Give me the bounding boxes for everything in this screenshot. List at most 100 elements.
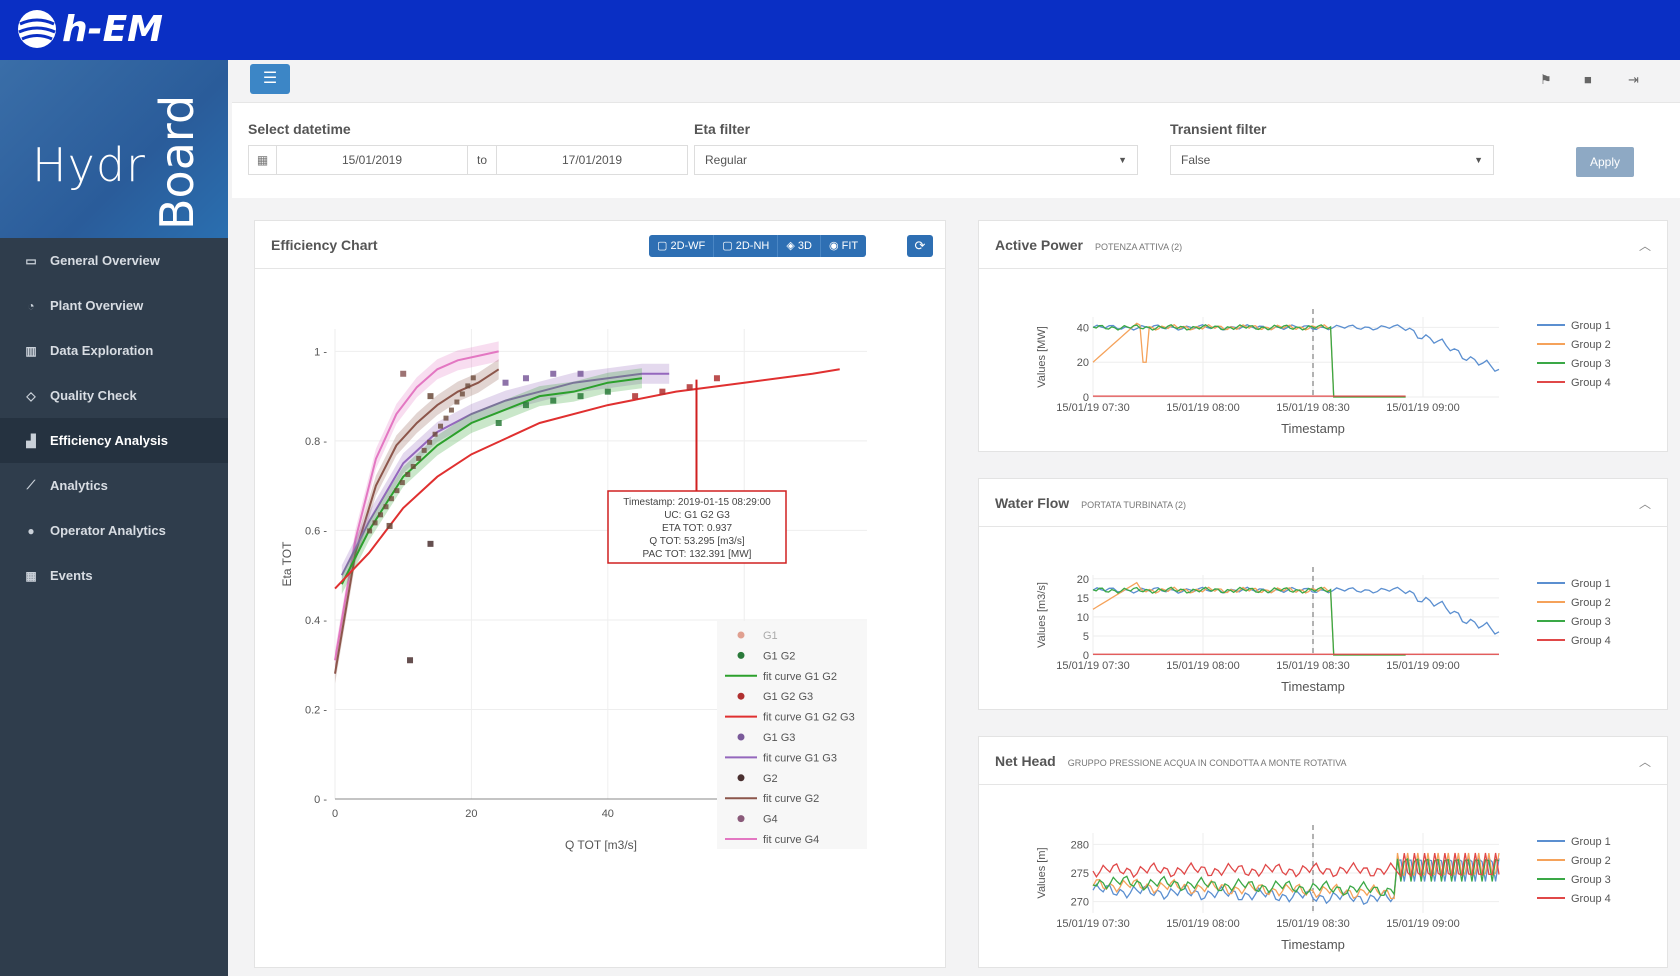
logo-text: h-EM: [62, 8, 163, 50]
legend-label: fit curve G1 G3: [763, 752, 837, 764]
data-point: [522, 375, 529, 382]
net-head-chart[interactable]: 270 275 280 15/01/19 07:30 15/01/19 08:00 15/…: [979, 785, 1667, 969]
view-mode-group: ▢ 2D-WF ▢ 2D-NH ◈ 3D ◉ FIT: [649, 235, 867, 257]
fit-curve-line: [334, 368, 500, 674]
date-to-input[interactable]: 17/01/2019: [561, 153, 623, 167]
datetime-label: Select datetime: [248, 121, 351, 137]
legend-marker: [737, 815, 745, 823]
sidebar-item-label: Plant Overview: [50, 298, 144, 313]
y-tick-label: 10: [1077, 612, 1089, 624]
sidebar-item-label: Analytics: [50, 478, 108, 493]
view-2d-nh-button[interactable]: ▢ 2D-NH: [714, 235, 779, 257]
caret-down-icon: ▼: [1118, 155, 1127, 165]
chevron-up-icon[interactable]: ︿: [1638, 239, 1651, 253]
sidebar-item-events[interactable]: ▦ Events: [0, 553, 228, 598]
data-point: [632, 393, 639, 400]
date-from-input[interactable]: 15/01/2019: [341, 153, 403, 167]
data-point: [427, 393, 434, 400]
brand-logo[interactable]: h-EM: [16, 8, 163, 50]
menu-toggle-button[interactable]: ☰: [250, 64, 290, 94]
tooltip-line: UC: G1 G2 G3: [664, 510, 730, 521]
view-fit-button[interactable]: ◉ FIT: [828, 240, 859, 252]
x-tick-label: 15/01/19 08:00: [1166, 402, 1239, 414]
legend-label: G1 G2 G3: [763, 691, 813, 703]
series-line: [1092, 857, 1500, 905]
sidebar-item-data-exploration[interactable]: ▥ Data Exploration: [0, 328, 228, 373]
active-power-chart[interactable]: 0 20 40 15/01/19 07:30 15/01/19 08:00 15/01/1…: [979, 269, 1667, 453]
data-point: [465, 383, 471, 389]
data-point: [604, 388, 611, 395]
chevron-up-icon[interactable]: ︿: [1638, 497, 1651, 511]
y-tick-label: 15: [1077, 593, 1089, 605]
y-tick-label: 0: [1083, 650, 1089, 662]
sign-out-icon[interactable]: ⇥: [1628, 72, 1639, 87]
y-tick-label: 0.4 -: [305, 615, 327, 627]
globe-logo-icon: [18, 10, 56, 48]
apply-button[interactable]: Apply: [1576, 147, 1634, 177]
data-point: [378, 512, 384, 518]
series-line: [1092, 322, 1406, 398]
x-tick-label: 15/01/19 09:00: [1386, 918, 1459, 930]
data-point: [443, 415, 449, 421]
x-tick-label: 15/01/19 09:00: [1386, 402, 1459, 414]
legend-label: Group 2: [1571, 597, 1611, 609]
main-content: ☰ ⚑ ■ ⇥ Select datetime ▦ 15/01/2019 to …: [228, 60, 1680, 976]
net-head-title: Net Head GRUPPO PRESSIONE ACQUA IN CONDOT…: [995, 753, 1347, 769]
sidebar-item-efficiency-analysis[interactable]: ▟ Efficiency Analysis: [0, 418, 228, 463]
toolbar: ☰ ⚑ ■ ⇥: [228, 60, 1680, 102]
bar-chart-icon: ▥: [25, 343, 37, 358]
series-line: [1092, 323, 1500, 373]
sidebar-item-general-overview[interactable]: ▭ General Overview: [0, 238, 228, 283]
legend-marker: [737, 692, 745, 700]
filter-bar: Select datetime ▦ 15/01/2019 to 17/01/20…: [232, 102, 1680, 198]
view-2d-wf-button[interactable]: ▢ 2D-WF: [649, 235, 715, 257]
sidebar-item-operator-analytics[interactable]: ● Operator Analytics: [0, 508, 228, 553]
data-point: [577, 370, 584, 377]
sidebar-item-plant-overview[interactable]: ◔ Plant Overview: [0, 283, 228, 328]
legend-label: Group 2: [1571, 339, 1611, 351]
data-point: [405, 472, 411, 478]
transient-filter-select[interactable]: False ▼: [1170, 145, 1494, 175]
tooltip-line: Q TOT: 53.295 [m3/s]: [649, 536, 744, 547]
data-point: [427, 439, 433, 445]
x-tick-label: 15/01/19 08:00: [1166, 660, 1239, 672]
app-name: Hydr: [32, 138, 146, 192]
chevron-up-icon[interactable]: ︿: [1638, 755, 1651, 769]
eta-filter-select[interactable]: Regular ▼: [694, 145, 1138, 175]
series-line: [1092, 586, 1500, 635]
calendar-icon[interactable]: ▦: [249, 146, 277, 174]
data-point: [400, 370, 407, 377]
video-camera-icon[interactable]: ■: [1584, 72, 1592, 87]
data-point: [659, 388, 666, 395]
x-tick-label: 15/01/19 08:30: [1276, 660, 1349, 672]
legend-marker: [737, 651, 745, 659]
data-point: [522, 402, 529, 409]
flag-icon[interactable]: ⚑: [1540, 72, 1552, 87]
efficiency-chart-title: Efficiency Chart: [271, 237, 378, 253]
legend-label: fit curve G1 G2: [763, 671, 837, 683]
active-power-subtitle: POTENZA ATTIVA (2): [1094, 242, 1183, 252]
legend-label: G1 G3: [763, 732, 795, 744]
legend-label: Group 4: [1571, 893, 1611, 905]
legend-label: Group 4: [1571, 377, 1611, 389]
refresh-icon[interactable]: ⟳: [907, 235, 933, 257]
water-flow-chart[interactable]: 0 5 10 15 20 15/01/19 07:30 15/01/19 08:00 15/0…: [979, 527, 1667, 711]
y-axis-label: Eta TOT: [280, 541, 294, 587]
y-tick-label: 1 -: [314, 346, 327, 358]
legend-marker: [737, 733, 745, 741]
sidebar-item-analytics[interactable]: ⟋ Analytics: [0, 463, 228, 508]
efficiency-scatter-plot[interactable]: 02040600 -0.2 -0.4 -0.6 -0.8 -1 -Q TOT […: [255, 269, 945, 967]
y-tick-label: 20: [1077, 574, 1089, 586]
data-point: [399, 480, 405, 486]
tooltip-line: PAC TOT: 132.391 [MW]: [643, 549, 752, 560]
sidebar-item-quality-check[interactable]: ◇ Quality Check: [0, 373, 228, 418]
sidebar-item-label: Events: [50, 568, 93, 583]
gauge-icon: ◔: [27, 298, 35, 313]
view-3d-button[interactable]: ◈ 3D: [778, 235, 821, 257]
data-point: [502, 379, 509, 386]
sidebar: Hydr Board ▭ General Overview ◔ Plant Overv…: [0, 60, 228, 976]
legend-label: G2: [763, 773, 778, 785]
y-axis-label: Values [m]: [1036, 847, 1048, 898]
x-axis-label: Q TOT [m3/s]: [565, 838, 637, 852]
series-line: [1092, 857, 1500, 897]
